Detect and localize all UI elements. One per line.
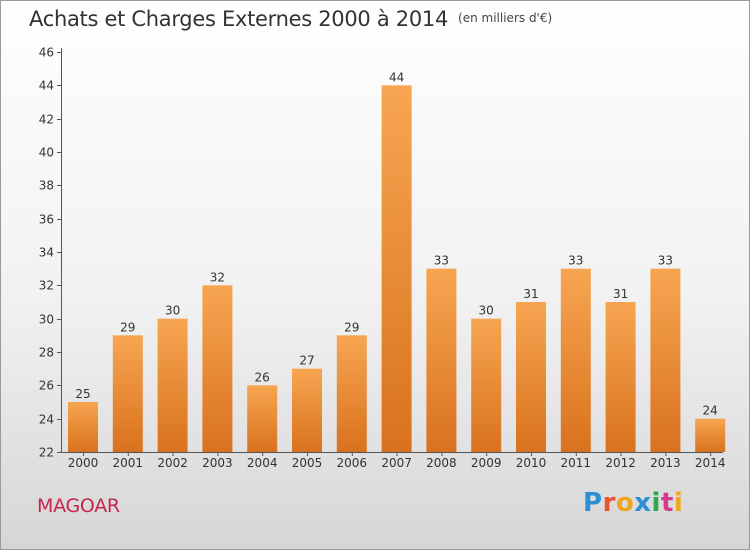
bar-value-label: 44 bbox=[389, 70, 404, 84]
bar-value-label: 30 bbox=[479, 304, 494, 318]
bar-value-label: 31 bbox=[523, 287, 538, 301]
logo-letter: o bbox=[615, 488, 635, 518]
x-tick-label: 2008 bbox=[426, 456, 457, 470]
y-tick-label: 30 bbox=[39, 313, 54, 327]
bar-value-label: 32 bbox=[210, 270, 225, 284]
logo-letter: r bbox=[602, 488, 616, 518]
bar-value-label: 29 bbox=[344, 320, 359, 334]
bar bbox=[516, 302, 546, 452]
bar bbox=[650, 268, 681, 452]
x-tick-label: 2012 bbox=[605, 456, 636, 470]
bar-value-label: 33 bbox=[568, 254, 583, 268]
bar bbox=[695, 418, 726, 452]
bar-value-label: 26 bbox=[255, 370, 270, 384]
bar-value-label: 33 bbox=[658, 254, 673, 268]
y-tick-label: 28 bbox=[39, 346, 54, 360]
y-tick-label: 32 bbox=[39, 279, 54, 293]
bar-value-label: 31 bbox=[613, 287, 628, 301]
bar bbox=[292, 368, 322, 452]
bar bbox=[605, 302, 636, 452]
y-tick-label: 44 bbox=[39, 79, 54, 93]
y-tick-label: 38 bbox=[39, 179, 54, 193]
place-name: MAGOAR bbox=[37, 495, 120, 517]
chart-unit: (en milliers d'€) bbox=[458, 11, 553, 25]
proxiti-logo: Proxiti bbox=[583, 488, 683, 518]
logo-letter: i bbox=[673, 488, 684, 518]
y-tick-label: 26 bbox=[39, 379, 54, 393]
y-tick-label: 22 bbox=[39, 446, 54, 460]
bar-value-label: 27 bbox=[299, 354, 314, 368]
x-tick-label: 2000 bbox=[68, 456, 99, 470]
bar-value-label: 24 bbox=[703, 404, 718, 418]
y-tick-label: 34 bbox=[39, 246, 54, 260]
x-tick-label: 2003 bbox=[202, 456, 233, 470]
y-tick-label: 46 bbox=[39, 46, 54, 60]
logo-letter: x bbox=[634, 488, 652, 518]
y-tick-label: 42 bbox=[39, 113, 54, 127]
x-tick-label: 2010 bbox=[516, 456, 547, 470]
chart-title: Achats et Charges Externes 2000 à 2014 (e… bbox=[29, 7, 552, 31]
chart-title-text: Achats et Charges Externes 2000 à 2014 bbox=[29, 7, 449, 31]
bar bbox=[202, 285, 233, 452]
x-tick-label: 2006 bbox=[337, 456, 368, 470]
x-tick-label: 2002 bbox=[157, 456, 188, 470]
bar bbox=[68, 402, 98, 452]
x-tick-label: 2009 bbox=[471, 456, 502, 470]
x-tick-label: 2004 bbox=[247, 456, 278, 470]
bar bbox=[112, 335, 143, 452]
x-tick-label: 2001 bbox=[113, 456, 144, 470]
bar bbox=[426, 268, 457, 452]
y-tick-label: 36 bbox=[39, 213, 54, 227]
bar bbox=[560, 268, 591, 452]
bar-value-label: 29 bbox=[120, 320, 135, 334]
x-tick-label: 2007 bbox=[381, 456, 412, 470]
x-tick-label: 2005 bbox=[292, 456, 323, 470]
x-tick-label: 2014 bbox=[695, 456, 726, 470]
logo-letter: t bbox=[660, 488, 674, 518]
bar bbox=[336, 335, 367, 452]
bar-value-label: 25 bbox=[75, 387, 90, 401]
x-tick-label: 2013 bbox=[650, 456, 681, 470]
bar bbox=[247, 385, 278, 452]
bar bbox=[157, 318, 188, 452]
logo-letter: P bbox=[583, 488, 603, 518]
bar bbox=[381, 85, 412, 452]
x-tick-label: 2011 bbox=[561, 456, 592, 470]
y-tick-label: 40 bbox=[39, 146, 54, 160]
logo-letter: i bbox=[651, 488, 661, 518]
bar bbox=[471, 318, 502, 452]
y-tick-label: 24 bbox=[39, 413, 54, 427]
bar-value-label: 30 bbox=[165, 304, 180, 318]
bar-value-label: 33 bbox=[434, 254, 449, 268]
